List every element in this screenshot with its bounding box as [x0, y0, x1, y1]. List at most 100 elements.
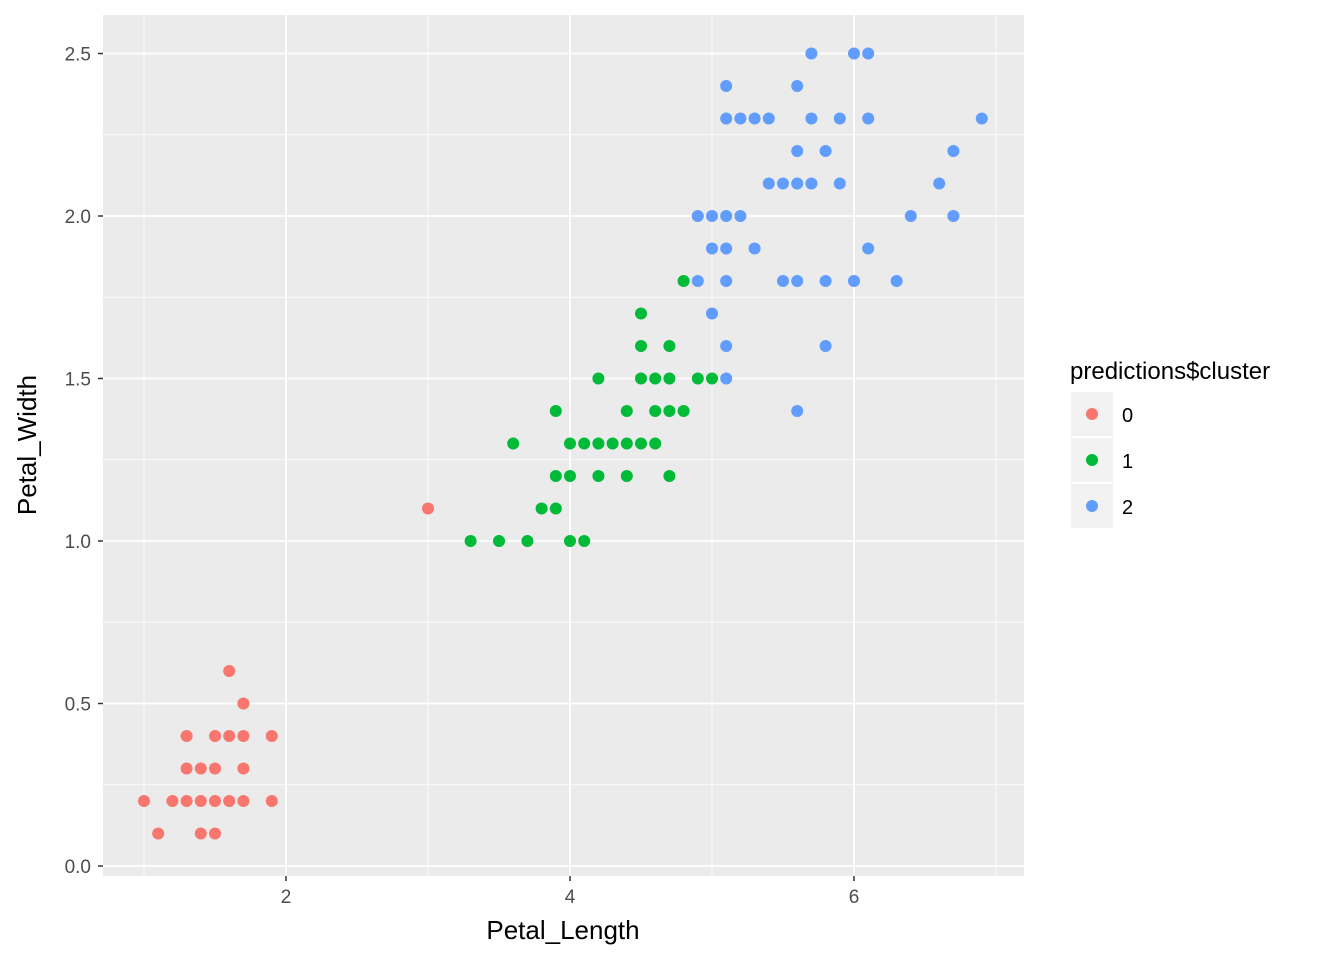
data-point-cluster-1 [578, 535, 591, 547]
data-point-cluster-1 [706, 372, 718, 385]
x-tick-label: 6 [849, 887, 860, 908]
data-point-cluster-0 [209, 827, 221, 840]
data-point-cluster-2 [720, 372, 733, 385]
data-point-cluster-2 [691, 210, 704, 222]
data-point-cluster-1 [521, 535, 534, 547]
data-point-cluster-2 [805, 177, 818, 190]
data-point-cluster-0 [166, 795, 179, 807]
data-point-cluster-1 [635, 307, 647, 320]
data-point-cluster-2 [805, 47, 818, 60]
x-axis-label: Petal_Length [486, 915, 639, 945]
data-point-cluster-1 [592, 372, 605, 385]
data-point-cluster-1 [535, 502, 548, 515]
data-point-cluster-0 [138, 795, 150, 807]
data-point-cluster-1 [620, 470, 633, 482]
data-point-cluster-2 [706, 307, 718, 320]
data-point-cluster-0 [152, 827, 165, 840]
data-point-cluster-2 [720, 210, 733, 222]
data-point-cluster-2 [720, 275, 733, 287]
data-point-cluster-0 [180, 795, 193, 807]
data-point-cluster-2 [748, 242, 761, 255]
data-point-cluster-2 [890, 275, 903, 287]
data-point-cluster-1 [620, 437, 633, 450]
data-point-cluster-2 [720, 80, 733, 92]
data-point-cluster-1 [578, 437, 591, 450]
data-point-cluster-0 [180, 762, 193, 775]
y-tick-label: 2.0 [65, 207, 91, 228]
data-point-cluster-1 [649, 437, 662, 450]
data-point-cluster-0 [422, 502, 434, 515]
legend-label: 2 [1122, 497, 1133, 519]
y-tick-label: 2.5 [65, 45, 91, 66]
data-point-cluster-0 [265, 795, 278, 807]
data-point-cluster-2 [791, 275, 804, 287]
axes: 2 4 6 0.0 0.5 1.0 1.5 2.0 2.5 [65, 45, 860, 909]
data-point-cluster-0 [194, 795, 207, 807]
data-point-cluster-1 [635, 340, 647, 352]
data-point-cluster-2 [720, 340, 733, 352]
data-point-cluster-1 [663, 470, 676, 482]
data-point-cluster-2 [933, 177, 946, 190]
data-point-cluster-1 [549, 405, 562, 417]
x-tick-label: 2 [281, 887, 292, 908]
legend-title: predictions$cluster [1070, 358, 1270, 385]
x-tick-label: 4 [565, 887, 576, 908]
data-point-cluster-1 [677, 405, 690, 417]
data-point-cluster-1 [549, 502, 562, 515]
grid-lines [103, 15, 1024, 876]
data-point-cluster-1 [649, 405, 662, 417]
data-point-cluster-2 [762, 177, 775, 190]
data-point-cluster-1 [635, 437, 647, 450]
legend-marker-1 [1086, 454, 1098, 466]
data-point-cluster-2 [791, 80, 804, 92]
data-point-cluster-0 [209, 730, 221, 742]
data-point-cluster-2 [975, 112, 988, 125]
data-point-cluster-1 [549, 470, 562, 482]
data-point-cluster-0 [194, 762, 207, 775]
data-point-cluster-1 [606, 437, 619, 450]
data-point-cluster-1 [564, 470, 576, 482]
data-point-cluster-1 [677, 275, 690, 287]
data-point-cluster-0 [180, 730, 193, 742]
y-tick-label: 0.5 [65, 695, 91, 716]
data-point-cluster-1 [564, 535, 576, 547]
y-axis-label: Petal_Width [12, 375, 42, 515]
data-point-cluster-2 [862, 47, 875, 60]
data-point-cluster-2 [862, 242, 875, 255]
data-point-cluster-2 [791, 145, 804, 157]
data-point-cluster-2 [904, 210, 917, 222]
data-point-cluster-2 [734, 112, 747, 125]
data-point-cluster-0 [237, 762, 250, 775]
data-point-cluster-1 [592, 470, 605, 482]
data-point-cluster-2 [862, 112, 875, 125]
data-point-cluster-2 [805, 112, 818, 125]
data-point-cluster-1 [663, 372, 676, 385]
data-point-cluster-0 [223, 795, 236, 807]
data-point-cluster-1 [635, 372, 647, 385]
data-point-cluster-1 [592, 437, 605, 450]
data-point-cluster-2 [791, 405, 804, 417]
data-point-cluster-1 [464, 535, 477, 547]
data-point-cluster-2 [777, 177, 789, 190]
data-point-cluster-2 [706, 242, 718, 255]
legend-marker-2 [1086, 500, 1098, 512]
data-point-cluster-2 [819, 275, 832, 287]
y-tick-label: 1.5 [65, 370, 91, 391]
data-point-cluster-0 [237, 795, 250, 807]
data-point-cluster-2 [720, 112, 733, 125]
legend-label: 0 [1122, 405, 1133, 427]
data-point-cluster-1 [649, 372, 662, 385]
data-point-cluster-2 [833, 112, 846, 125]
data-point-cluster-0 [237, 697, 250, 710]
data-point-cluster-2 [734, 210, 747, 222]
data-point-cluster-2 [762, 112, 775, 125]
data-point-cluster-2 [791, 177, 804, 190]
legend-marker-0 [1086, 408, 1098, 420]
data-point-cluster-2 [720, 242, 733, 255]
data-point-cluster-2 [947, 145, 960, 157]
y-tick-label: 1.0 [65, 532, 91, 553]
data-point-cluster-0 [223, 730, 236, 742]
data-point-cluster-2 [833, 177, 846, 190]
data-point-cluster-2 [777, 275, 789, 287]
data-point-cluster-2 [819, 340, 832, 352]
